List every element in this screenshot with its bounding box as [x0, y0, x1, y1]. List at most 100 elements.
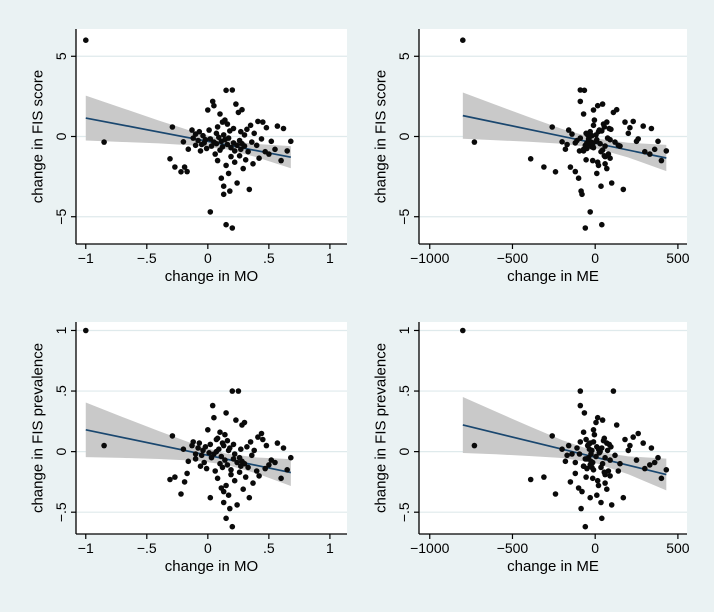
data-point: [572, 168, 579, 175]
data-point: [231, 451, 238, 457]
data-point: [278, 157, 284, 164]
data-point: [247, 122, 254, 129]
data-point: [577, 98, 584, 105]
data-point: [238, 446, 244, 452]
data-point: [572, 140, 579, 146]
data-point: [258, 136, 265, 142]
data-point: [227, 505, 233, 512]
data-point: [222, 117, 228, 123]
data-point: [234, 459, 240, 466]
data-point: [288, 138, 294, 145]
data-point: [562, 458, 569, 465]
data-point: [202, 136, 209, 143]
y-tick-label: 0: [396, 448, 412, 456]
data-point: [593, 138, 599, 145]
data-point: [101, 442, 107, 449]
data-point: [219, 464, 226, 471]
data-point: [231, 477, 238, 484]
data-point: [576, 451, 583, 457]
data-point: [471, 139, 478, 145]
data-point: [192, 456, 199, 462]
data-point: [527, 476, 534, 483]
data-point: [280, 125, 287, 132]
data-point: [577, 87, 584, 93]
data-point: [658, 157, 665, 164]
data-point: [594, 170, 600, 177]
data-point: [580, 146, 587, 153]
x-tick-label: 0: [591, 250, 599, 266]
data-point: [578, 505, 584, 512]
data-point: [527, 156, 534, 162]
data-point: [220, 191, 227, 198]
data-point: [575, 175, 582, 181]
data-point: [184, 168, 190, 175]
data-point: [274, 123, 281, 129]
data-point: [219, 144, 226, 150]
data-point: [598, 499, 604, 506]
data-point: [220, 132, 227, 138]
data-point: [229, 225, 236, 231]
data-point: [460, 327, 466, 334]
data-point: [181, 164, 188, 170]
data-point: [231, 148, 238, 154]
data-point: [590, 439, 597, 445]
data-point: [613, 106, 620, 113]
data-point: [577, 388, 584, 394]
data-point: [651, 146, 658, 153]
data-point: [648, 445, 655, 451]
data-point: [172, 164, 178, 170]
data-point: [223, 410, 229, 416]
data-point: [266, 462, 272, 468]
data-point: [250, 480, 256, 486]
data-point: [272, 146, 278, 153]
data-point: [241, 460, 248, 467]
data-point: [577, 439, 584, 445]
data-point: [266, 151, 272, 157]
data-point: [569, 451, 575, 457]
data-point: [207, 209, 214, 215]
data-point: [238, 146, 244, 153]
x-axis-title: change in MO: [165, 268, 258, 285]
data-point: [225, 492, 232, 498]
x-tick-label: .5: [263, 540, 275, 556]
data-point: [613, 422, 620, 428]
data-point: [262, 465, 269, 472]
data-point: [251, 130, 257, 137]
data-point: [581, 410, 588, 416]
data-point: [223, 87, 229, 94]
data-point: [642, 148, 648, 155]
plot-prev-vs-me: −1000 −500 0 500 −.5 0 .5 1 change in ME change i…: [372, 322, 690, 575]
data-point: [642, 465, 648, 472]
data-point: [255, 118, 261, 125]
data-point: [224, 121, 231, 127]
x-tick-label: 0: [204, 250, 212, 266]
y-axis-title: change in FIS prevalence: [29, 343, 46, 513]
x-tick-label: −.5: [137, 250, 157, 266]
data-point: [622, 436, 628, 443]
data-point: [647, 462, 653, 468]
fit-line: [85, 117, 292, 159]
data-point: [214, 475, 221, 482]
data-point: [207, 136, 214, 142]
data-point: [471, 442, 478, 449]
data-point: [213, 140, 220, 147]
data-point: [181, 479, 188, 485]
data-point: [549, 124, 555, 130]
data-point: [575, 485, 582, 491]
data-point: [234, 502, 240, 508]
data-point: [593, 453, 599, 460]
data-point: [220, 183, 227, 189]
data-point: [572, 470, 579, 477]
data-point: [625, 130, 632, 137]
data-point: [241, 419, 248, 426]
data-point: [651, 459, 658, 466]
data-point: [218, 485, 225, 491]
x-tick-label: 1: [326, 540, 334, 556]
plot-prev-vs-mo: −1 −.5 0 .5 1 −.5 0 .5 1 change in MO change in FI…: [29, 322, 347, 575]
data-point: [231, 159, 238, 165]
x-tick-label: .5: [263, 250, 275, 266]
data-point: [229, 388, 236, 394]
data-point: [184, 470, 190, 477]
data-point: [584, 132, 591, 138]
